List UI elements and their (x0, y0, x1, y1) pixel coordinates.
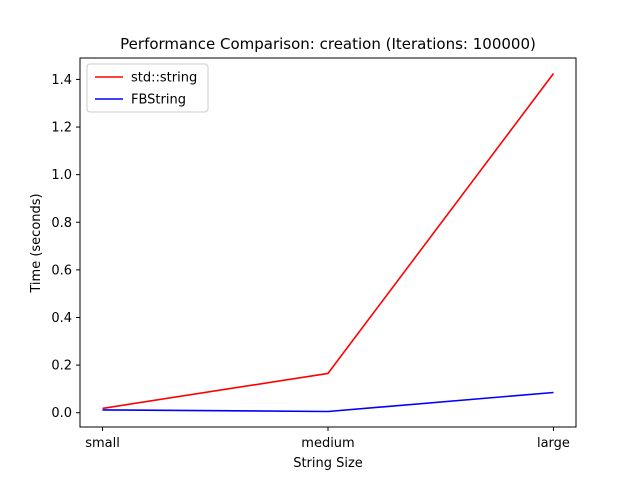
x-axis-label: String Size (293, 456, 363, 471)
y-tick-label: 0.8 (51, 216, 72, 231)
y-tick-label: 0.0 (51, 406, 72, 421)
plot-area (79, 57, 577, 428)
series-line-0 (102, 73, 555, 410)
y-tick-label: 1.2 (51, 121, 72, 136)
chart-title: Performance Comparison: creation (Iterat… (120, 35, 536, 53)
legend-label: std::string (131, 71, 197, 86)
series-lines (102, 73, 555, 413)
plot-frame (79, 57, 577, 428)
y-tick-label: 0.4 (51, 311, 72, 326)
y-axis: 0.0 0.2 0.4 0.6 0.8 1.0 1.2 1.4 (51, 73, 80, 421)
legend-label: FBString (131, 93, 186, 108)
y-tick-label: 0.6 (51, 263, 72, 278)
x-tick-label: small (85, 436, 120, 451)
y-tick-label: 1.0 (51, 168, 72, 183)
y-tick-label: 1.4 (51, 73, 72, 88)
x-tick-label: medium (301, 436, 354, 451)
y-tick-label: 0.2 (51, 359, 72, 374)
series-line-1 (102, 391, 554, 413)
legend-box (86, 63, 209, 113)
x-axis: small medium large (85, 427, 570, 451)
x-tick-label: large (537, 436, 570, 451)
y-axis-label: Time (seconds) (29, 193, 44, 293)
